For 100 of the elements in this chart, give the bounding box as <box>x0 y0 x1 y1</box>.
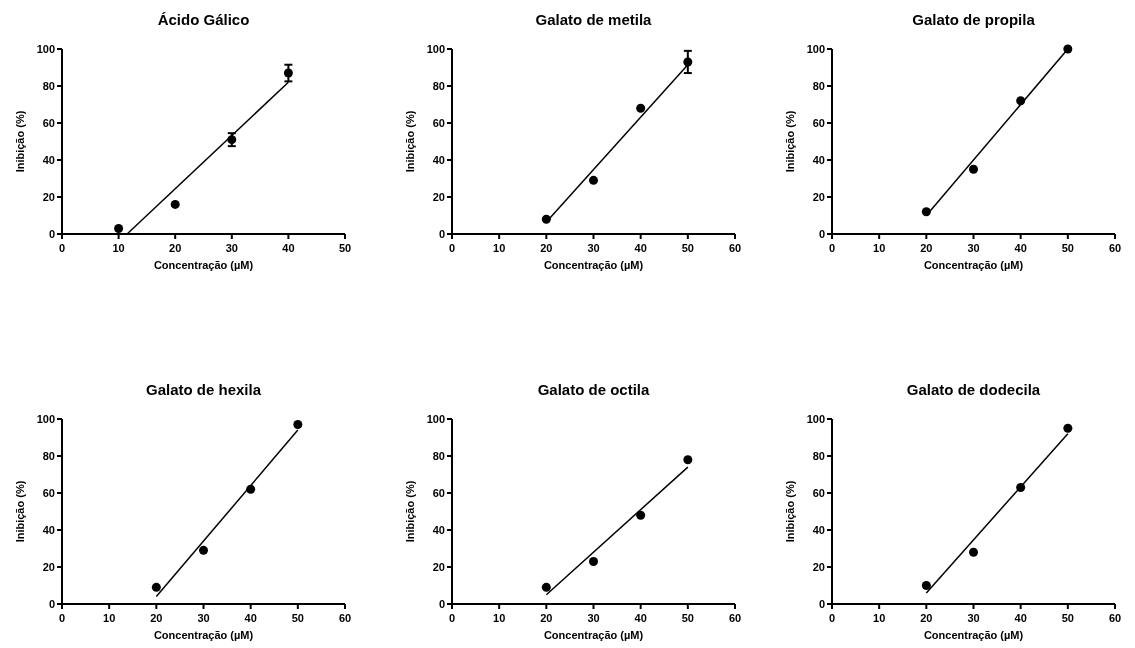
point <box>969 164 978 174</box>
y-tick-label: 20 <box>432 560 445 573</box>
y-tick-label: 60 <box>432 116 445 129</box>
x-tick-label: 0 <box>448 612 456 624</box>
y-axis-title: Inibição (%) <box>404 110 416 173</box>
y-tick-label: 60 <box>42 486 55 499</box>
point <box>199 545 208 555</box>
x-tick-label: 60 <box>728 612 742 624</box>
x-tick-label: 40 <box>282 242 295 254</box>
point <box>1063 423 1073 433</box>
y-tick-label: 100 <box>426 42 445 55</box>
y-tick-label: 0 <box>48 227 55 240</box>
x-tick-label: 40 <box>1014 242 1027 254</box>
y-tick-label: 0 <box>818 227 825 240</box>
point <box>293 420 303 430</box>
y-tick-label: 40 <box>812 153 825 166</box>
point <box>683 455 693 465</box>
y-tick-label: 80 <box>812 449 825 462</box>
chart-title: Galato de dodecila <box>906 381 1041 398</box>
y-axis-title: Inibição (%) <box>784 110 796 173</box>
x-axis-title: Concentração (µM) <box>153 629 254 641</box>
point <box>589 175 598 185</box>
y-tick-label: 60 <box>812 486 825 499</box>
y-tick-label: 80 <box>432 79 445 92</box>
x-tick-label: 50 <box>1061 612 1074 624</box>
x-tick-label: 50 <box>681 242 694 254</box>
y-axis-title: Inibição (%) <box>784 480 796 543</box>
y-tick-label: 40 <box>42 153 55 166</box>
y-tick-label: 80 <box>432 449 445 462</box>
point <box>151 582 161 592</box>
x-tick-label: 10 <box>103 612 116 624</box>
chart-title: Galato de octila <box>537 381 650 398</box>
x-tick-label: 20 <box>150 612 163 624</box>
x-tick-label: 50 <box>291 612 304 624</box>
y-tick-label: 20 <box>42 190 55 203</box>
x-tick-label: 30 <box>587 612 600 624</box>
x-tick-label: 30 <box>587 242 600 254</box>
x-tick-label: 30 <box>197 612 210 624</box>
x-axis-title: Concentração (µM) <box>923 629 1024 641</box>
x-tick-label: 10 <box>493 612 506 624</box>
x-tick-label: 40 <box>634 612 647 624</box>
x-tick-label: 10 <box>873 242 886 254</box>
y-tick-label: 80 <box>42 79 55 92</box>
point <box>283 68 293 78</box>
x-tick-label: 60 <box>728 242 742 254</box>
x-tick-label: 10 <box>112 242 125 254</box>
y-tick-label: 0 <box>48 597 55 610</box>
x-tick-label: 50 <box>681 612 694 624</box>
y-tick-label: 40 <box>812 523 825 536</box>
x-tick-label: 20 <box>920 612 933 624</box>
y-tick-label: 40 <box>432 153 445 166</box>
x-tick-label: 20 <box>540 612 553 624</box>
x-tick-label: 30 <box>225 242 238 254</box>
y-tick-label: 40 <box>42 523 55 536</box>
x-tick-label: 0 <box>58 612 66 624</box>
point <box>170 199 180 209</box>
x-tick-label: 50 <box>338 242 352 254</box>
point <box>683 57 693 67</box>
x-tick-label: 40 <box>634 242 647 254</box>
x-axis-title: Concentração (µM) <box>923 259 1024 271</box>
chart-title: Galato de metila <box>535 11 653 28</box>
y-tick-label: 0 <box>818 597 825 610</box>
x-tick-label: 40 <box>244 612 257 624</box>
x-axis-title: Concentração (µM) <box>543 259 644 271</box>
x-tick-label: 0 <box>828 242 836 254</box>
x-tick-label: 30 <box>967 612 980 624</box>
x-tick-label: 30 <box>967 242 980 254</box>
y-tick-label: 60 <box>432 486 445 499</box>
x-tick-label: 40 <box>1014 612 1027 624</box>
chart-title: Galato de hexila <box>145 381 262 398</box>
y-tick-label: 20 <box>812 560 825 573</box>
y-tick-label: 80 <box>42 449 55 462</box>
y-tick-label: 60 <box>812 116 825 129</box>
x-tick-label: 60 <box>338 612 352 624</box>
x-axis-title: Concentração (µM) <box>543 629 644 641</box>
point <box>969 547 978 557</box>
y-tick-label: 40 <box>432 523 445 536</box>
y-tick-label: 100 <box>36 42 55 55</box>
x-axis-title: Concentração (µM) <box>153 259 254 271</box>
x-tick-label: 20 <box>169 242 182 254</box>
y-tick-label: 0 <box>438 597 445 610</box>
x-tick-label: 20 <box>920 242 933 254</box>
y-tick-label: 20 <box>432 190 445 203</box>
chart-title: Galato de propila <box>912 11 1036 28</box>
point <box>589 556 598 566</box>
y-tick-label: 100 <box>36 412 55 425</box>
point <box>636 510 646 520</box>
y-axis-title: Inibição (%) <box>14 480 26 543</box>
x-tick-label: 0 <box>58 242 66 254</box>
y-tick-label: 60 <box>42 116 55 129</box>
y-tick-label: 100 <box>806 42 825 55</box>
point <box>636 103 646 113</box>
chart-title: Ácido Gálico <box>157 11 250 28</box>
y-axis-title: Inibição (%) <box>404 480 416 543</box>
y-axis-title: Inibição (%) <box>14 110 26 173</box>
point <box>921 581 931 590</box>
x-tick-label: 10 <box>493 242 506 254</box>
x-tick-label: 0 <box>448 242 456 254</box>
y-tick-label: 0 <box>438 227 445 240</box>
y-tick-label: 80 <box>812 79 825 92</box>
